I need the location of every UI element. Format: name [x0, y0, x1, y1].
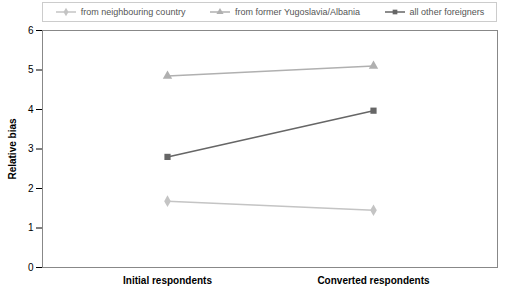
html-text:all other foreigners: all other foreigners [409, 7, 485, 17]
svg-text:1: 1 [28, 222, 34, 233]
svg-text:6: 6 [28, 25, 34, 36]
svg-text:2: 2 [28, 183, 34, 194]
svg-text:5: 5 [28, 64, 34, 75]
svg-text:Converted respondents: Converted respondents [317, 275, 430, 286]
svg-text:0: 0 [28, 262, 34, 273]
svg-text:4: 4 [28, 104, 34, 115]
html-text:from neighbouring country: from neighbouring country [80, 7, 186, 17]
svg-text:Initial respondents: Initial respondents [123, 275, 212, 286]
svg-text:3: 3 [28, 143, 34, 154]
html-text:from former Yugoslavia/Albania: from former Yugoslavia/Albania [235, 7, 360, 17]
svg-text:Relative bias: Relative bias [7, 118, 18, 180]
